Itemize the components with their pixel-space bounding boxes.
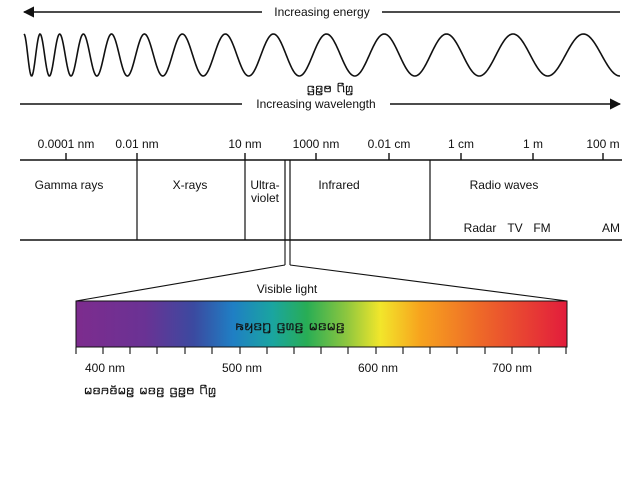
band-x-rays: X-rays	[173, 178, 208, 192]
wavelength-scale: 0.0001 nm 0.01 nm 10 nm 1000 nm 0.01 cm …	[20, 137, 622, 161]
visible-overlay-text: ꤒꤟꤢꤚ꤬ ꤞꤛꤢ꤬ ꤗꤢꤗꤢ꤬	[235, 316, 344, 334]
band-tv: TV	[507, 221, 522, 235]
visible-tick-label: 600 nm	[358, 361, 398, 375]
spectrum-bands: Gamma rays X-rays Ultra- violet Infrared…	[20, 160, 622, 241]
band-radio-waves: Radio waves	[470, 178, 539, 192]
scale-ticks	[65, 153, 604, 160]
scale-tick-label: 1 m	[523, 137, 543, 151]
visible-tick-label: 500 nm	[222, 361, 262, 375]
visible-spectrum-bar	[75, 300, 568, 348]
energy-label: Increasing energy	[274, 5, 369, 19]
scale-tick-label: 1 cm	[448, 137, 474, 151]
visible-tick-label: 400 nm	[85, 361, 125, 375]
wavelength-arrow: Increasing wavelength	[20, 97, 622, 111]
visible-light-label: Visible light	[257, 282, 318, 296]
scale-tick-label: 1000 nm	[293, 137, 340, 151]
wave-graphic	[23, 33, 621, 77]
scale-tick-label: 100 m	[586, 137, 619, 151]
band-fm: FM	[533, 221, 550, 235]
wave-overlay-text: ꤞꤢ꤭ꤥ ꤖꤛ꤬	[307, 80, 354, 96]
visible-tick-label: 700 nm	[492, 361, 532, 375]
band-ultraviolet-line2: violet	[251, 191, 280, 205]
band-infrared: Infrared	[318, 178, 359, 192]
bottom-overlay-text: ꤗꤢꤏꤢꤩꤗꤢ꤭ ꤗꤢꤢ꤬ ꤞꤢ꤭ꤥ ꤖꤛ꤬	[84, 382, 216, 398]
visible-zoom-lines	[75, 240, 568, 302]
visible-scale: 400 nm 500 nm 600 nm 700 nm	[75, 347, 567, 375]
scale-tick-label: 0.01 cm	[368, 137, 411, 151]
band-gamma-rays: Gamma rays	[35, 178, 104, 192]
scale-tick-label: 10 nm	[228, 137, 261, 151]
energy-arrow: Increasing energy	[22, 5, 620, 19]
wavelength-label: Increasing wavelength	[256, 97, 375, 111]
band-am: AM	[602, 221, 620, 235]
band-radar: Radar	[464, 221, 497, 235]
scale-tick-label: 0.0001 nm	[38, 137, 95, 151]
band-ultraviolet-line1: Ultra-	[250, 178, 279, 192]
scale-tick-label: 0.01 nm	[115, 137, 158, 151]
